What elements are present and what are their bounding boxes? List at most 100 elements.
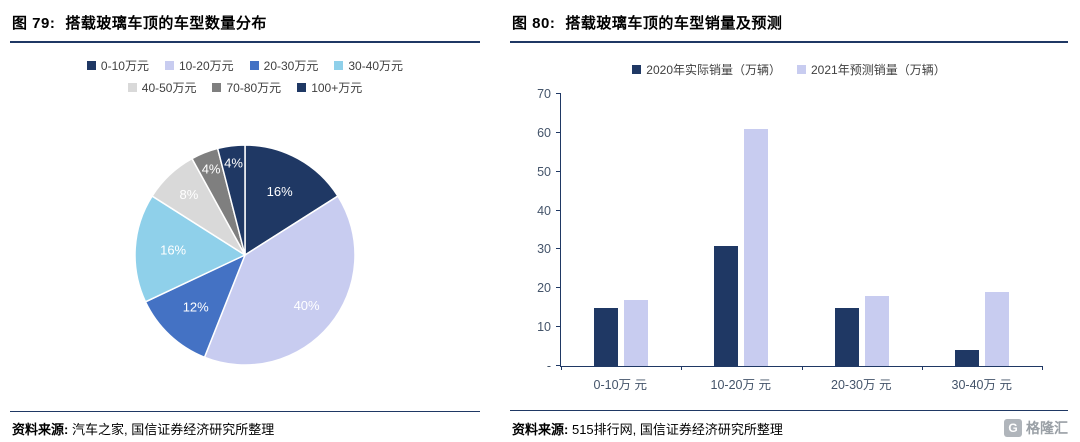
y-tick-mark bbox=[556, 93, 561, 94]
x-tick-mark bbox=[801, 366, 803, 370]
pie-data-label: 40% bbox=[294, 298, 320, 313]
y-tick-label: 50 bbox=[537, 164, 551, 179]
bar-group-30-40万 元 bbox=[922, 94, 1042, 366]
title-underline bbox=[510, 41, 1068, 43]
legend-marker bbox=[249, 61, 259, 70]
legend-item: 0-10万元 bbox=[86, 57, 149, 74]
y-tick-mark bbox=[556, 170, 561, 172]
x-tick-mark bbox=[681, 366, 683, 370]
legend-item: 70-80万元 bbox=[212, 79, 281, 96]
source-text: 515排行网, 国信证券经济研究所整理 bbox=[571, 421, 783, 437]
pie-slice-0-10万元 bbox=[244, 143, 339, 256]
bar-2020年实际销量（万辆）-10-20万 元 bbox=[714, 245, 739, 366]
figure-80-footer: 资料来源: 515排行网, 国信证券经济研究所整理 G 格隆汇 bbox=[510, 410, 1068, 438]
bar-legend: 2020年实际销量（万辆） 2021年预测销量（万辆） bbox=[510, 61, 1068, 78]
legend-item: 2021年预测销量（万辆） bbox=[797, 61, 946, 78]
legend-marker bbox=[797, 65, 806, 74]
x-axis-label: 30-40万 元 bbox=[951, 378, 1012, 392]
y-tick-mark bbox=[556, 365, 561, 366]
legend-label: 20-30万元 bbox=[263, 59, 319, 73]
legend-label: 0-10万元 bbox=[100, 59, 149, 73]
bar-2020年实际销量（万辆）-0-10万 元 bbox=[594, 307, 619, 366]
y-tick-mark bbox=[556, 326, 561, 328]
source-label: 资料来源: bbox=[512, 421, 569, 437]
legend-item: 100+万元 bbox=[297, 79, 362, 96]
y-tick-label: 40 bbox=[537, 203, 551, 218]
bar-group-20-30万 元 bbox=[802, 94, 922, 366]
y-tick-mark bbox=[556, 209, 561, 211]
y-tick-label: - bbox=[546, 359, 551, 373]
legend-item: 30-40万元 bbox=[334, 57, 403, 74]
figure-80-number: 图 80: bbox=[512, 15, 556, 32]
legend-marker bbox=[86, 61, 96, 70]
source-text: 汽车之家, 国信证券经济研究所整理 bbox=[71, 422, 275, 437]
y-tick-label: 10 bbox=[537, 320, 551, 335]
legend-item: 2020年实际销量（万辆） bbox=[632, 61, 781, 78]
figure-79-title-text: 搭载玻璃车顶的车型数量分布 bbox=[65, 15, 267, 32]
title-underline bbox=[10, 41, 480, 43]
x-tick-mark bbox=[1042, 366, 1043, 370]
y-tick-label: 30 bbox=[537, 242, 551, 257]
legend-marker bbox=[334, 61, 344, 70]
y-tick-label: 70 bbox=[537, 87, 551, 101]
bar-group-10-20万 元 bbox=[681, 94, 801, 366]
figure-79-footer: 资料来源: 汽车之家, 国信证券经济研究所整理 bbox=[10, 411, 480, 438]
y-tick-mark bbox=[556, 248, 561, 250]
source-divider bbox=[10, 411, 480, 412]
figure-80-title-text: 搭载玻璃车顶的车型销量及预测 bbox=[565, 15, 783, 32]
pie-slice-30-40万元 bbox=[134, 194, 247, 303]
x-tick-mark bbox=[921, 366, 923, 370]
figure-79-number: 图 79: bbox=[12, 15, 56, 32]
pie-data-label: 12% bbox=[183, 299, 209, 314]
legend-marker bbox=[127, 83, 137, 92]
legend-label: 2020年实际销量（万辆） bbox=[646, 63, 781, 77]
figure-79-panel: 图 79: 搭载玻璃车顶的车型数量分布 0-10万元 10-20万元 20-30万元 3… bbox=[10, 6, 480, 438]
gelonghui-logo-icon: G bbox=[1004, 419, 1022, 437]
x-axis-label: 10-20万 元 bbox=[710, 378, 771, 392]
figure-80-source: 资料来源: 515排行网, 国信证券经济研究所整理 bbox=[510, 419, 783, 438]
bar-2020年实际销量（万辆）-20-30万 元 bbox=[834, 307, 859, 366]
legend-item: 20-30万元 bbox=[249, 57, 319, 74]
bar-2021年预测销量（万辆）-20-30万 元 bbox=[864, 296, 889, 366]
bar-chart-area: - 10 20 30 40 50 60 70 0-10万 元 10-20万 元 20-30万 元 3… bbox=[510, 87, 1068, 393]
gelonghui-logo-text: 格隆汇 bbox=[1026, 420, 1068, 436]
gelonghui-logo: G 格隆汇 bbox=[1004, 418, 1068, 438]
legend-marker bbox=[632, 65, 642, 74]
pie-slice-20-30万元 bbox=[144, 253, 247, 358]
pie-legend: 0-10万元 10-20万元 20-30万元 30-40万元 40-50万元 70-80万… bbox=[59, 57, 431, 96]
legend-label: 30-40万元 bbox=[348, 59, 404, 73]
legend-marker bbox=[297, 83, 307, 92]
figure-80-title: 图 80: 搭载玻璃车顶的车型销量及预测 bbox=[510, 6, 1068, 41]
legend-label: 100+万元 bbox=[311, 81, 363, 95]
legend-label: 40-50万元 bbox=[141, 81, 197, 95]
x-axis-label: 20-30万 元 bbox=[831, 378, 892, 392]
x-tick-mark bbox=[561, 366, 562, 370]
pie-data-label: 4% bbox=[202, 161, 221, 176]
y-tick-label: 60 bbox=[537, 125, 551, 140]
pie-slice-100+万元 bbox=[216, 143, 246, 255]
legend-item: 40-50万元 bbox=[127, 79, 197, 96]
x-axis-labels: 0-10万 元 10-20万 元 20-30万 元 30-40万 元 bbox=[560, 367, 1042, 393]
y-tick-mark bbox=[556, 287, 561, 289]
source-label: 资料来源: bbox=[12, 422, 69, 437]
pie-chart: 16%40%12%16%8%4% 4% bbox=[134, 143, 356, 366]
pie-data-label: 16% bbox=[267, 183, 293, 198]
legend-marker bbox=[164, 61, 174, 70]
source-divider bbox=[510, 410, 1068, 411]
bar-2020年实际销量（万辆）-30-40万 元 bbox=[954, 350, 979, 366]
bar-plot: - 10 20 30 40 50 60 70 bbox=[537, 87, 1043, 373]
bar-2021年预测销量（万辆）-30-40万 元 bbox=[984, 292, 1009, 366]
y-tick-mark bbox=[556, 131, 561, 133]
pie-data-label: 8% bbox=[180, 187, 199, 202]
bar-group-0-10万 元 bbox=[561, 94, 681, 366]
bar-2021年预测销量（万辆）-10-20万 元 bbox=[744, 128, 769, 366]
legend-marker bbox=[212, 83, 222, 92]
pie-data-label: 16% bbox=[160, 242, 186, 257]
pie-slice-10-20万元 bbox=[203, 194, 356, 366]
legend-label: 2021年预测销量（万辆） bbox=[811, 63, 946, 77]
legend-label: 70-80万元 bbox=[226, 81, 282, 95]
pie-data-label: 4% bbox=[224, 155, 243, 170]
pie-chart-area: 16% 40% 12% 16% 8% 4% 4% bbox=[10, 98, 480, 411]
figure-80-panel: 图 80: 搭载玻璃车顶的车型销量及预测 2020年实际销量（万辆） 2021年预测… bbox=[510, 6, 1068, 438]
